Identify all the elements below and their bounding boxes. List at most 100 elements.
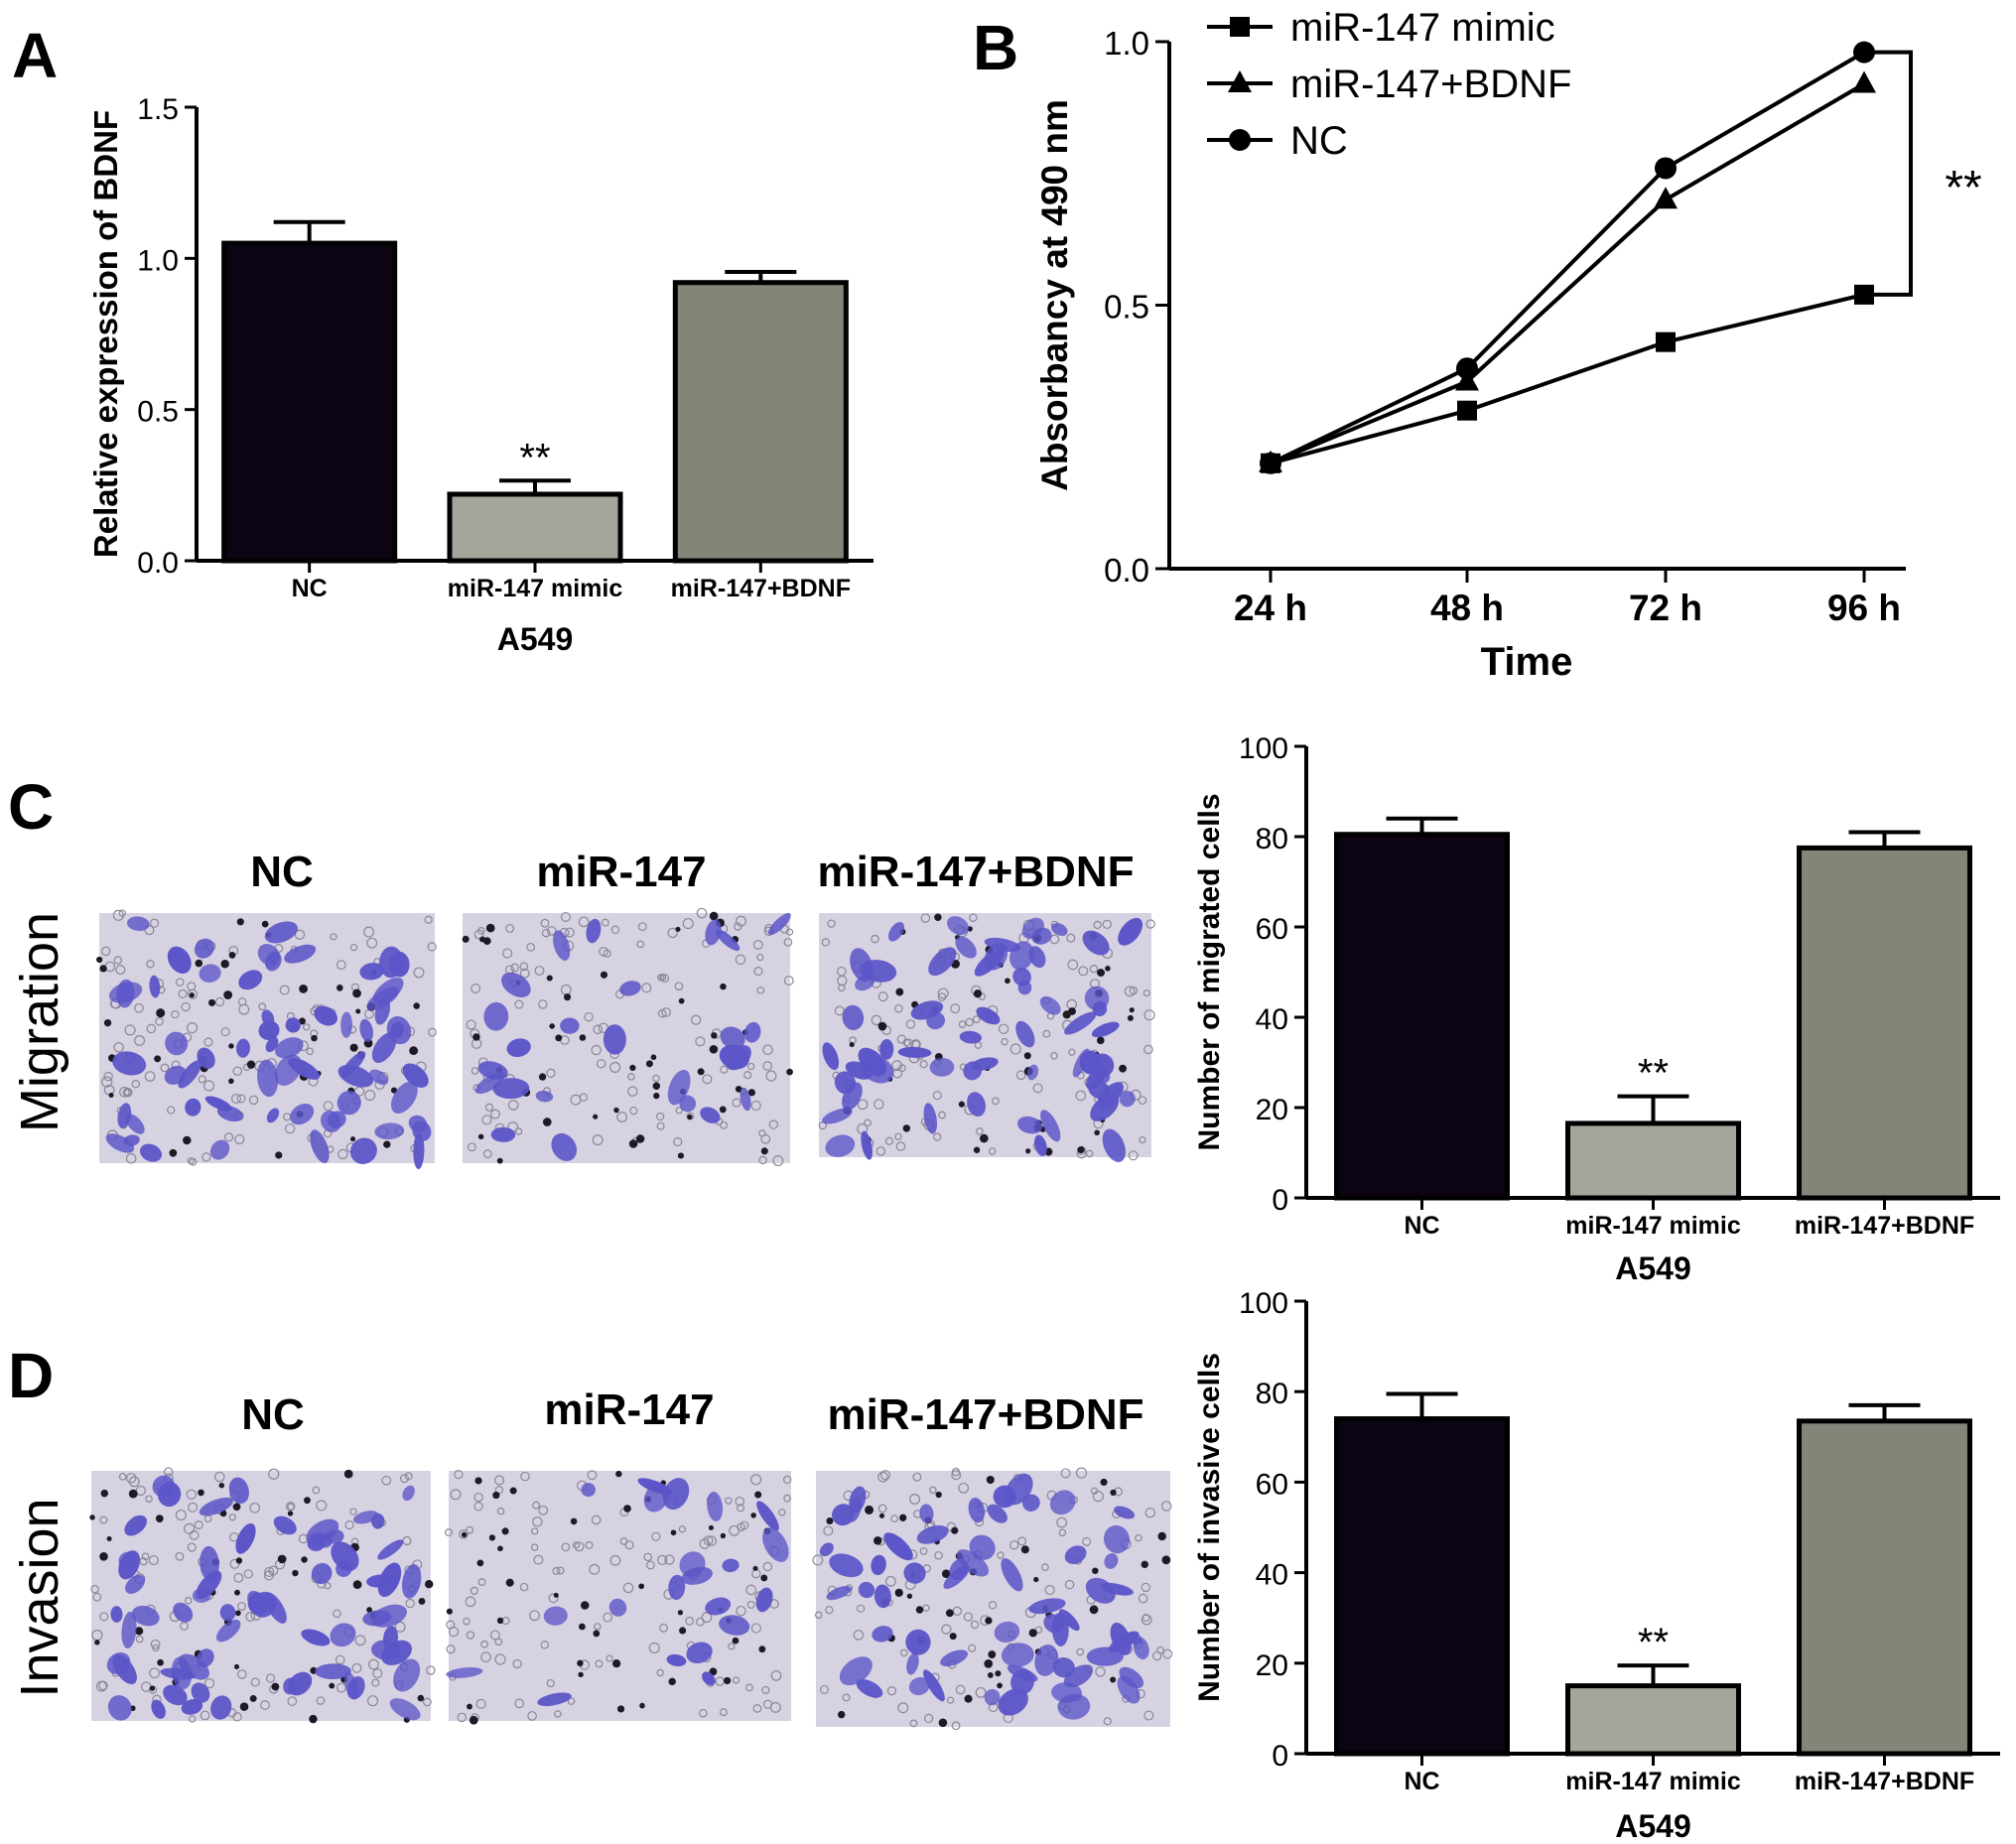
membrane-pore — [99, 1612, 109, 1622]
membrane-pore — [149, 1667, 161, 1679]
stained-cell — [257, 1059, 279, 1098]
membrane-pore — [473, 929, 484, 940]
y-tick-label: 0.0 — [137, 547, 179, 580]
membrane-pore — [603, 949, 611, 958]
membrane-pore — [629, 1106, 638, 1116]
significance-bracket — [1874, 50, 1913, 297]
membrane-pore — [603, 1612, 613, 1623]
debris-dot — [1025, 1148, 1031, 1154]
membrane-pore — [268, 1468, 280, 1480]
membrane-pore — [426, 1665, 436, 1675]
membrane-pore — [1041, 1563, 1049, 1572]
x-tick-label-nc: NC — [1404, 1212, 1439, 1240]
debris-dot — [697, 1068, 705, 1076]
stained-cell — [377, 1539, 404, 1560]
membrane-pore — [349, 1508, 357, 1515]
membrane-pore — [236, 1094, 246, 1104]
membrane-pore — [624, 1540, 634, 1550]
stained-cell — [822, 1108, 853, 1124]
x-tick-label-mir-147-bdnf: miR-147+BDNF — [671, 575, 851, 602]
debris-dot — [616, 1705, 625, 1713]
stained-cell — [856, 1679, 883, 1698]
stained-cell — [215, 1619, 241, 1643]
membrane-pore — [466, 1525, 474, 1534]
stained-cell — [401, 1564, 422, 1599]
membrane-pore — [871, 934, 879, 944]
micrograph-invasion-mir147-bdnf — [812, 1467, 1173, 1731]
membrane-pore — [899, 1648, 908, 1657]
stained-cell — [969, 1534, 996, 1560]
membrane-pore — [519, 962, 529, 972]
membrane-pore — [1143, 1044, 1153, 1055]
membrane-pore — [473, 1502, 483, 1512]
stained-cell — [976, 1006, 1001, 1025]
stained-cell — [910, 1000, 944, 1020]
membrane-pore — [1142, 1614, 1150, 1623]
debris-dot — [149, 1685, 156, 1691]
stained-cell — [301, 1629, 331, 1646]
debris-dot — [546, 975, 553, 982]
stained-cell — [947, 916, 970, 936]
membrane-pore — [480, 1651, 491, 1662]
debris-dot — [600, 971, 608, 979]
membrane-pore — [519, 968, 530, 979]
stained-cell — [126, 916, 150, 932]
debris-dot — [555, 1034, 563, 1042]
membrane-pore — [336, 960, 346, 971]
membrane-pore — [587, 1470, 598, 1481]
membrane-pore — [470, 984, 481, 993]
y-tick-label: 100 — [1239, 732, 1288, 765]
debris-dot — [501, 1527, 509, 1535]
debris-dot — [195, 959, 203, 968]
membrane-pore — [750, 1100, 761, 1112]
membrane-pore — [335, 1654, 345, 1665]
stained-cell — [412, 1120, 432, 1141]
stained-cell — [643, 1483, 669, 1513]
debris-dot — [826, 1516, 834, 1524]
debris-dot — [474, 1477, 482, 1485]
membrane-pore — [894, 1132, 902, 1141]
membrane-pore — [1138, 1593, 1148, 1604]
debris-dot — [964, 1694, 973, 1703]
membrane-pore — [998, 1023, 1009, 1035]
stained-cell — [887, 921, 905, 942]
debris-dot — [1127, 1014, 1134, 1021]
membrane-pore — [1076, 1647, 1085, 1656]
stained-cell — [164, 1065, 187, 1085]
debris-dot — [461, 1531, 468, 1538]
membrane-pore — [929, 1486, 937, 1495]
membrane-pore — [1001, 1037, 1008, 1046]
membrane-pore — [368, 1658, 379, 1670]
y-tick-label: 0 — [1272, 1740, 1288, 1773]
membrane-pore — [567, 1697, 576, 1705]
membrane-pore — [758, 1155, 767, 1165]
debris-dot — [988, 1650, 997, 1659]
membrane-pore — [466, 1631, 475, 1640]
membrane-pore — [423, 1697, 432, 1707]
membrane-pore — [484, 1103, 494, 1112]
membrane-pore — [750, 1474, 762, 1486]
panel-d-label-mir147: miR-147 — [544, 1385, 714, 1434]
significance-mark: ** — [519, 436, 550, 479]
series-line-mir-147-mimic — [1270, 292, 1865, 465]
membrane-pore — [228, 1514, 236, 1521]
significance-mark: ** — [1638, 1052, 1669, 1096]
debris-dot — [228, 952, 236, 959]
membrane-pore — [856, 1604, 866, 1613]
membrane-pore — [1145, 919, 1155, 929]
stained-cell — [173, 1602, 194, 1623]
stained-cell — [722, 1558, 739, 1573]
bar-mir-147-mimic — [447, 491, 623, 564]
stained-cell — [167, 946, 192, 974]
stained-cell — [619, 981, 641, 996]
membrane-pore — [245, 1612, 256, 1622]
debris-dot — [754, 1491, 762, 1499]
membrane-pore — [532, 1501, 541, 1510]
debris-dot — [635, 1134, 645, 1143]
stained-cell — [719, 1044, 749, 1070]
membrane-pore — [260, 1700, 270, 1710]
membrane-pore — [548, 1593, 559, 1604]
x-axis-title: A549 — [1615, 1808, 1691, 1839]
debris-dot — [735, 1085, 742, 1093]
membrane-pore — [732, 1676, 740, 1684]
